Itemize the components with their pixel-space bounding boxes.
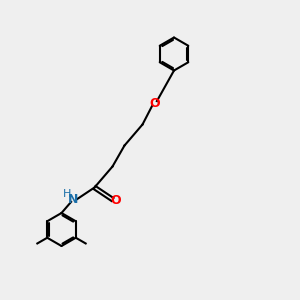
Text: H: H xyxy=(63,189,71,199)
Text: O: O xyxy=(111,194,122,208)
Text: N: N xyxy=(68,193,79,206)
Text: O: O xyxy=(149,97,160,110)
